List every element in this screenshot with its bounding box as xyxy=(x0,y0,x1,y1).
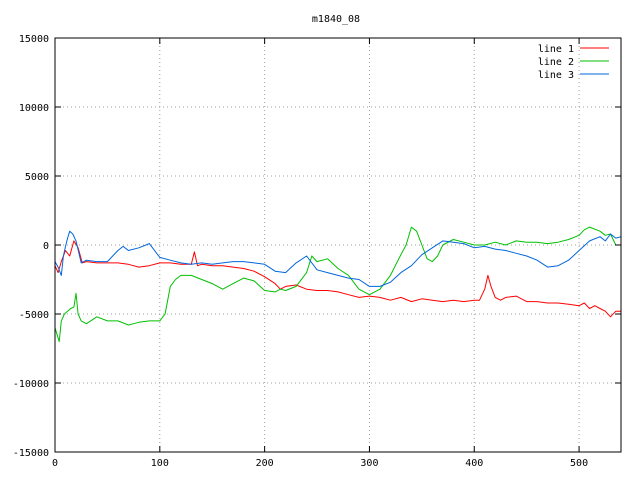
axis-ticks: 0 100 200 300 400 500 -15000 -10000 -5000 0 5000 10… xyxy=(13,34,621,469)
y-tick-label: 15000 xyxy=(19,34,49,45)
series-line-1 xyxy=(54,240,621,318)
chart-title: m1840_08 xyxy=(312,14,360,25)
y-tick-label: -10000 xyxy=(13,379,49,390)
x-tick-label: 200 xyxy=(256,458,274,469)
y-tick-label: -5000 xyxy=(19,310,49,321)
legend: line 1 line 2 line 3 xyxy=(538,44,609,81)
series-group xyxy=(54,226,622,343)
x-tick-label: 300 xyxy=(360,458,378,469)
series-line-2 xyxy=(54,226,621,343)
y-tick-label: 10000 xyxy=(19,103,49,114)
series-line-3 xyxy=(54,230,622,287)
x-tick-label: 0 xyxy=(52,458,58,469)
x-tick-label: 100 xyxy=(151,458,169,469)
grid xyxy=(55,38,621,452)
legend-label-2: line 2 xyxy=(538,57,574,68)
y-tick-label: 5000 xyxy=(25,172,49,183)
y-tick-label: 0 xyxy=(43,241,49,252)
x-tick-label: 500 xyxy=(570,458,588,469)
y-tick-label: -15000 xyxy=(13,448,49,459)
legend-label-1: line 1 xyxy=(538,44,574,55)
legend-label-3: line 3 xyxy=(538,70,574,81)
x-tick-label: 400 xyxy=(465,458,483,469)
